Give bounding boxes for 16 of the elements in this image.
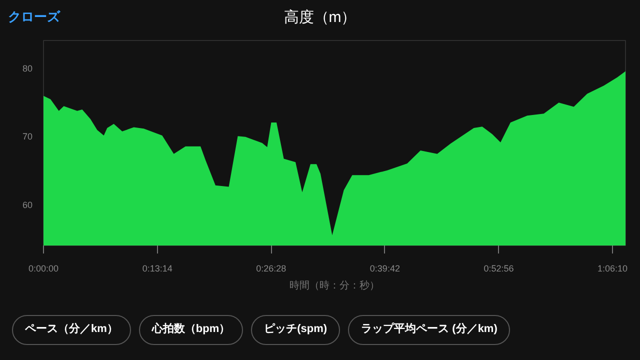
text: クローズ xyxy=(8,8,60,26)
x-tick-label: 0:39:42 xyxy=(370,264,400,274)
y-tick-label: 70 xyxy=(22,132,33,142)
x-tick-label: 1:06:10 xyxy=(598,264,628,274)
x-axis-title: 時間（時：分：秒） xyxy=(290,280,380,292)
text: ピッチ(spm) xyxy=(251,315,340,345)
x-tick-label: 0:52:56 xyxy=(484,264,514,274)
text: ラップ平均ペース (分／km) xyxy=(348,315,510,345)
x-tick-label: 0:26:28 xyxy=(256,264,286,274)
y-tick-label: 60 xyxy=(22,200,33,210)
text: ペース（分／km） xyxy=(12,315,131,345)
x-tick-label: 0:00:00 xyxy=(28,264,59,274)
x-tick-label: 0:13:14 xyxy=(142,264,172,274)
y-tick-label: 80 xyxy=(22,63,33,74)
text: 心拍数（bpm） xyxy=(138,315,244,345)
chart-title: 高度（m） xyxy=(284,9,356,26)
